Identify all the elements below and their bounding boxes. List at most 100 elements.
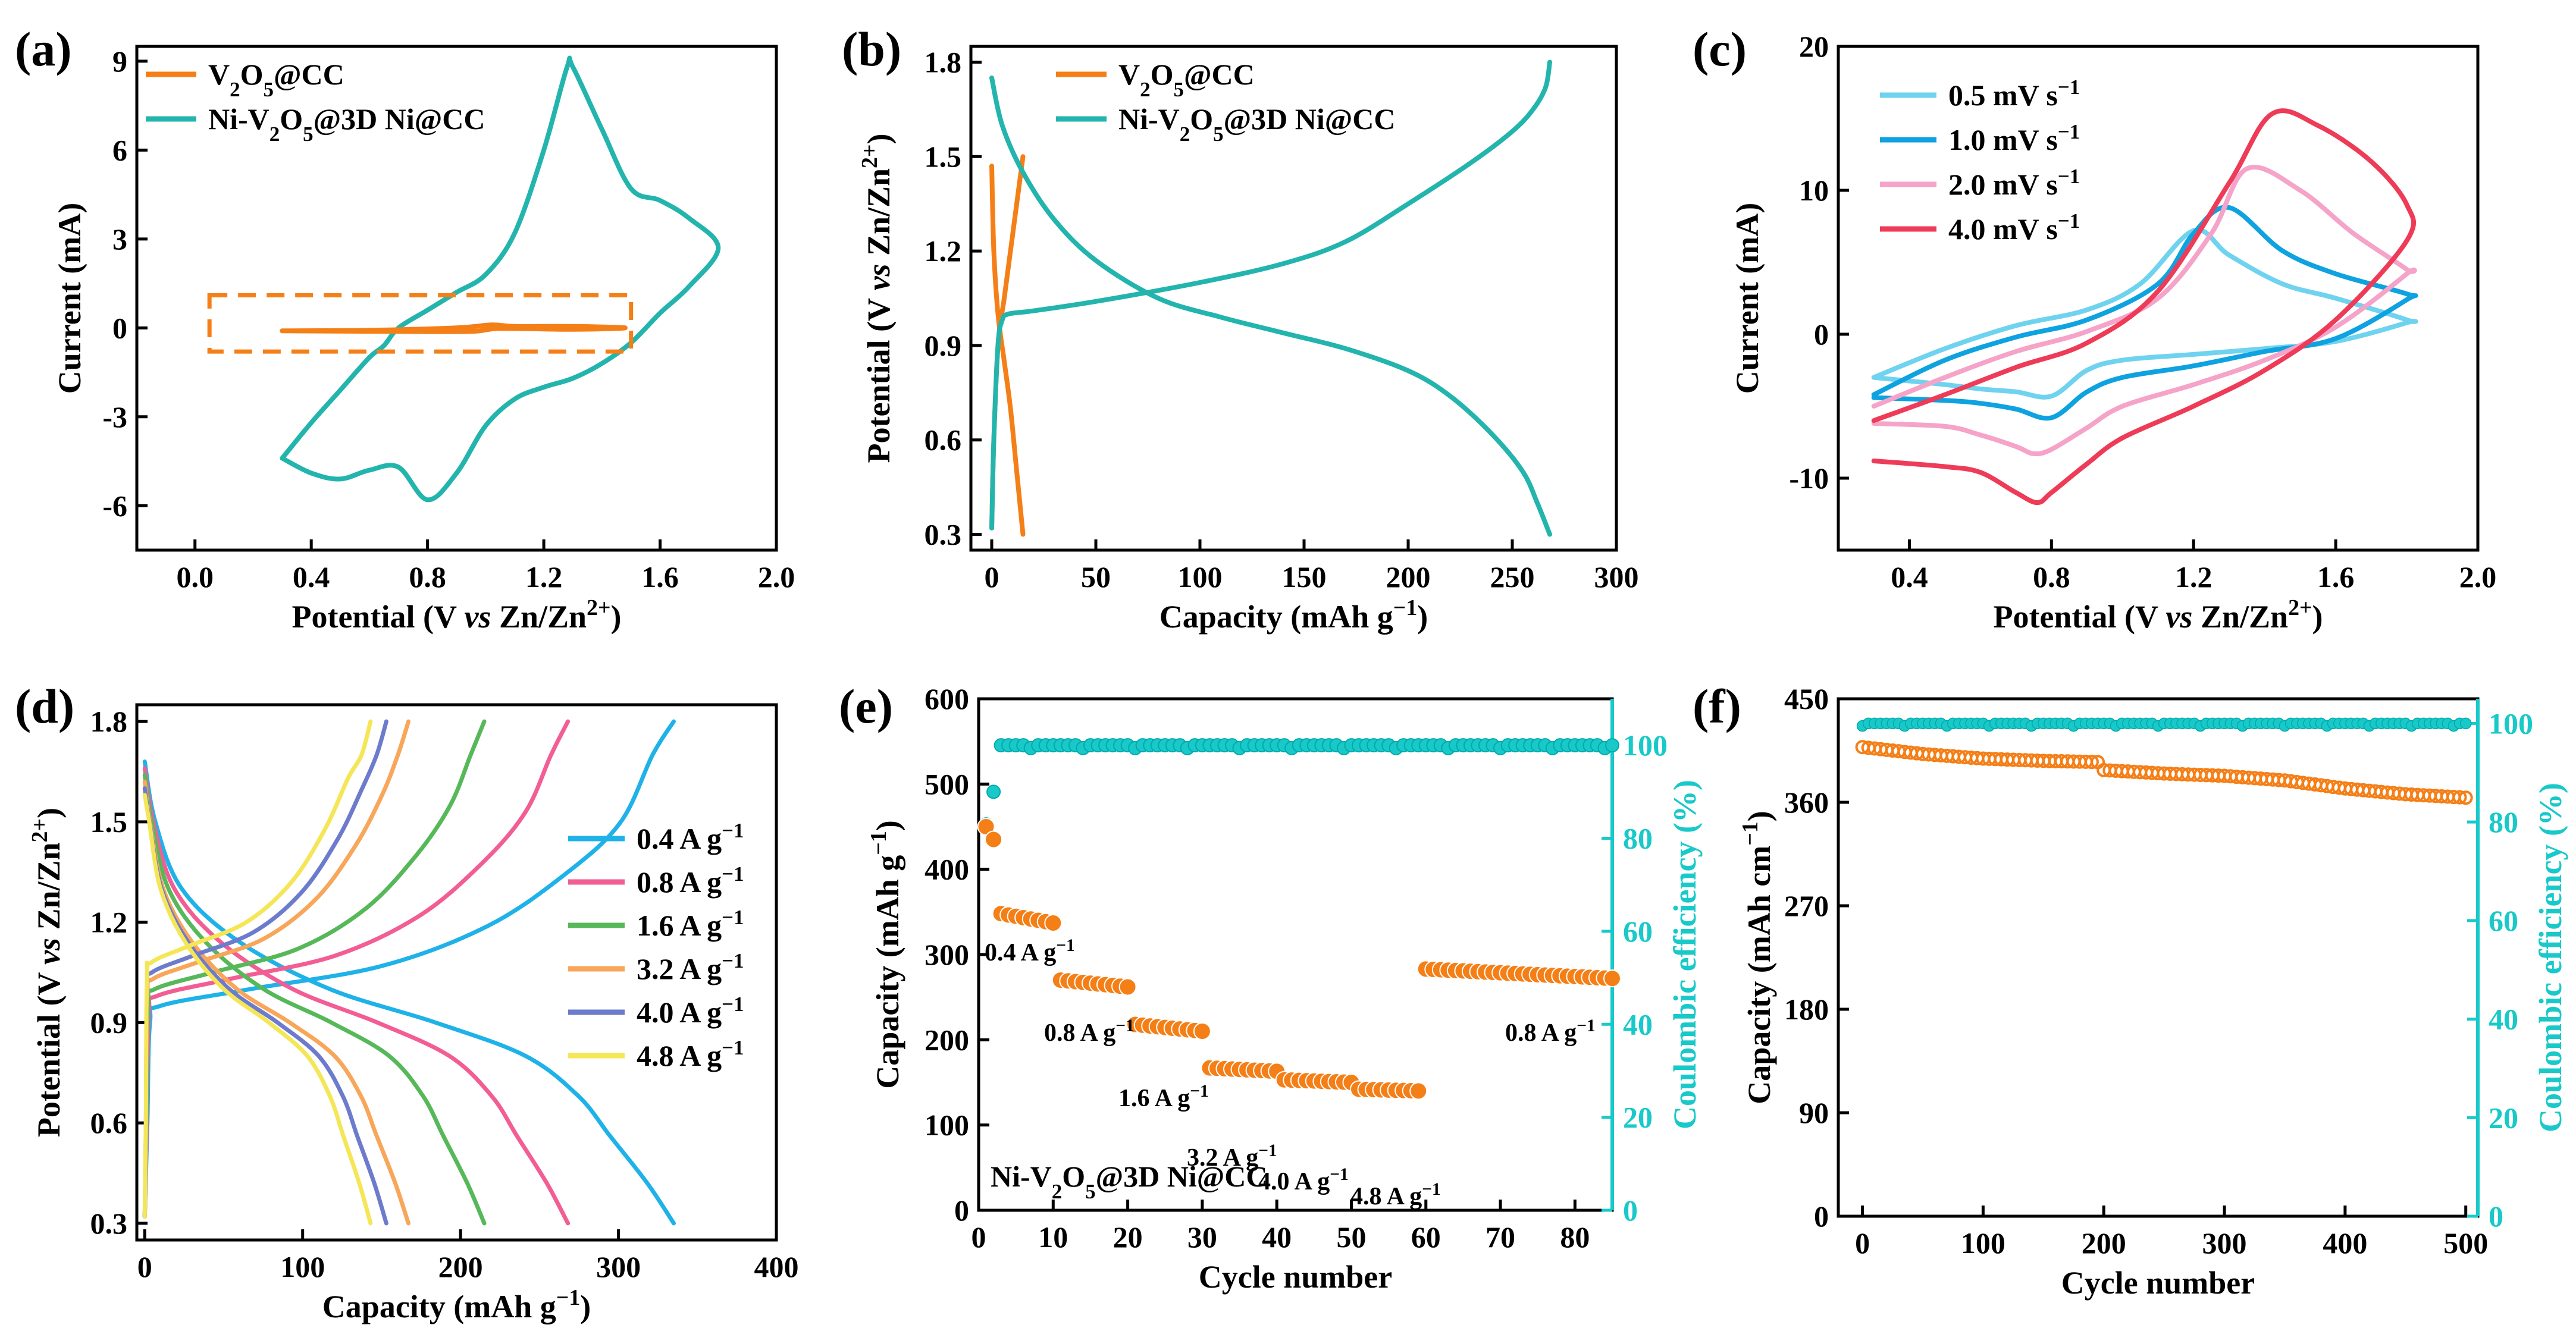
rate-label-1: 0.8 A g−1: [1044, 1016, 1135, 1047]
series-group-e: 0 20 40 60 80 100 Coulombic efficiency (%) 0.4 …: [977, 699, 1703, 1227]
y-tick-label-f: 180: [1784, 993, 1829, 1026]
x-tick-label-e: 10: [1038, 1220, 1068, 1254]
y-tick-label-c: 20: [1799, 30, 1829, 63]
right-tick-label-f: 100: [2489, 707, 2533, 740]
x-axis-title-b: Capacity (mAh g−1): [1159, 595, 1428, 635]
y-tick-label-b: 1.5: [925, 140, 962, 173]
x-axis-title-e: Cycle number: [1199, 1259, 1392, 1295]
series-v2o5-cv: [280, 322, 628, 334]
x-tick-label-f: 200: [2082, 1226, 2126, 1260]
series-discharge-2: [142, 773, 487, 1226]
series-charge-2: [142, 719, 487, 1219]
legend-label-1-6: 1.6 A g−1: [637, 906, 744, 943]
x-axis-title-c: Potential (V vs Zn/Zn2+): [1994, 595, 2323, 635]
x-tick-label-d: 400: [754, 1250, 799, 1283]
series-group-d: 0.4 A g−1 0.8 A g−1 1.6 A g−1 3.2 A g−1 4.0 …: [142, 719, 744, 1226]
axes-c: 0.4 0.8 1.2 1.6 2.0 -10 0 10 20 Potential (V vs Z…: [1693, 22, 2496, 635]
x-tick-label-d: 200: [438, 1250, 483, 1283]
series-gcd-2: [989, 75, 1552, 537]
x-tick-label-b: 100: [1178, 560, 1223, 594]
y-tick-label-b: 1.8: [925, 45, 962, 79]
x-tick-label-f: 300: [2202, 1226, 2247, 1260]
x-tick-label-b: 0: [985, 560, 999, 594]
series-cv-3: [1871, 108, 2417, 506]
capacity-point: [1118, 978, 1137, 996]
x-tick-label-f: 500: [2443, 1226, 2488, 1260]
legend-label-0-5: 0.5 mV s−1: [1948, 76, 2080, 112]
x-tick-label-d: 300: [596, 1250, 641, 1283]
y-tick-label-d: 1.8: [90, 705, 128, 738]
x-tick-label-b: 50: [1081, 560, 1111, 594]
x-tick-label-e: 40: [1262, 1220, 1292, 1254]
x-tick-label-d: 0: [137, 1250, 152, 1283]
inner-sample-label: Ni-V2O5@3D Ni@CC: [991, 1160, 1268, 1203]
y-tick-label-e: 0: [954, 1194, 969, 1227]
y-tick-label-b: 0.3: [925, 518, 962, 551]
series-ni-v2o5-cv: [280, 55, 721, 503]
x-tick-label-a: 0.4: [293, 560, 330, 594]
series-cv-2: [1871, 164, 2417, 457]
panel-label-b: (b): [842, 22, 901, 76]
x-tick-label-a: 0.8: [409, 560, 446, 594]
y-tick-label-b: 0.6: [925, 423, 962, 457]
plot-frame-a: [135, 45, 778, 552]
legend-label-4-8: 4.8 A g−1: [637, 1036, 744, 1073]
series-group-f: 0 20 40 60 80 100 Coulombic efficiency (%): [1855, 699, 2568, 1233]
dashed-highlight-box: [207, 293, 634, 354]
right-axis-title-f: Coulombic efficiency (%): [2533, 783, 2568, 1132]
y-axis-title-a: Current (mA): [52, 203, 87, 394]
legend-label-v2o5: V2O5@CC: [1118, 58, 1255, 101]
x-tick-label-b: 150: [1282, 560, 1327, 594]
y-axis-title-b: Potential (V vs Zn/Zn2+): [857, 134, 897, 463]
x-tick-label-c: 0.8: [2033, 560, 2070, 594]
y-axis-title-e: Capacity (mAh g−1): [866, 820, 905, 1088]
y-tick-label-e: 500: [925, 767, 969, 801]
y-tick-label-f: 0: [1814, 1200, 1829, 1233]
y-tick-label-c: 0: [1814, 318, 1829, 351]
y-tick-label-f: 360: [1784, 786, 1829, 819]
right-tick-label-e: 0: [1623, 1194, 1638, 1227]
x-tick-label-a: 1.6: [641, 560, 679, 594]
capacity-point: [985, 830, 1003, 849]
rate-label-2: 1.6 A g−1: [1118, 1082, 1209, 1112]
x-tick-label-e: 20: [1113, 1220, 1143, 1254]
right-tick-label-e: 80: [1623, 822, 1653, 855]
ce-point: [2459, 717, 2472, 730]
legend-label-ni-v2o5: Ni-V2O5@3D Ni@CC: [208, 102, 485, 146]
y-axis-title-d: Potential (V vs Zn/Zn2+): [27, 808, 67, 1137]
legend-label-4-0: 4.0 A g−1: [637, 993, 744, 1029]
capacity-point: [2458, 790, 2473, 805]
x-axis-title-a: Potential (V vs Zn/Zn2+): [292, 595, 622, 635]
x-tick-label-e: 60: [1411, 1220, 1441, 1254]
right-axis-title-e: Coulombic efficiency (%): [1667, 780, 1703, 1129]
x-axis-title-f: Cycle number: [2061, 1265, 2255, 1301]
axes-d: 0 100 200 300 400 0.3 0.6 0.9 1.2 1.5 1.8 Capacity …: [15, 679, 799, 1324]
x-tick-label-a: 1.2: [525, 560, 563, 594]
right-tick-label-e: 20: [1623, 1101, 1653, 1134]
series-charge-5: [142, 719, 373, 1219]
rate-label-6: 0.8 A g−1: [1505, 1016, 1596, 1047]
series-group-c: 0.5 mV s−1 1.0 mV s−1 2.0 mV s−1 4.0 mV s−1: [1871, 76, 2418, 506]
panel-label-e: (e): [839, 679, 893, 733]
series-cv-1: [1871, 205, 2418, 421]
ce-point: [986, 784, 1001, 799]
x-tick-label-f: 0: [1855, 1226, 1870, 1260]
y-tick-label-c: -10: [1789, 462, 1829, 495]
y-tick-label-d: 0.6: [90, 1106, 128, 1139]
y-tick-label-f: 90: [1799, 1096, 1829, 1129]
legend-label-1-0: 1.0 mV s−1: [1948, 120, 2080, 157]
x-tick-label-f: 100: [1961, 1226, 2005, 1260]
axes-f: 0 100 200 300 400 500 0 90 180 270 360 450 Cycle num…: [1693, 679, 2488, 1301]
legend-label-2-0: 2.0 mV s−1: [1948, 165, 2080, 202]
x-tick-label-a: 0.0: [176, 560, 214, 594]
y-tick-label-f: 450: [1784, 682, 1829, 715]
y-tick-label-e: 100: [925, 1109, 969, 1142]
legend-label-0-4: 0.4 A g−1: [637, 819, 744, 856]
y-axis-title-c: Current (mA): [1729, 203, 1765, 394]
rate-label-4: 4.0 A g−1: [1258, 1165, 1349, 1195]
right-tick-label-f: 40: [2489, 1003, 2518, 1036]
plot-frame-c: [1837, 45, 2480, 552]
right-tick-label-f: 0: [2489, 1200, 2503, 1233]
